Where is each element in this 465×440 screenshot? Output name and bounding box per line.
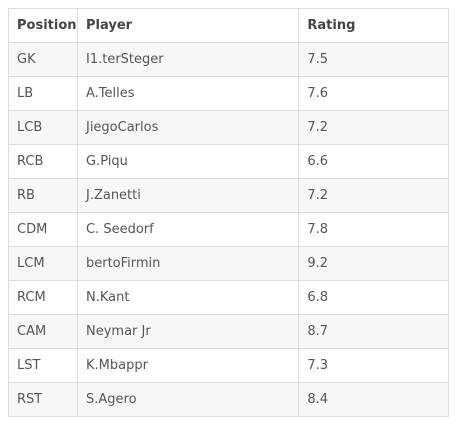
cell-rating: 6.8 [298,280,449,315]
cell-rating: 7.2 [298,110,449,145]
cell-player: C. Seedorf [76,212,300,247]
table-row: RST S.Agero 8.4 [8,382,449,417]
cell-rating: 9.2 [298,246,449,281]
cell-player: J.Zanetti [76,178,300,213]
cell-position: LCB [8,110,78,145]
cell-player: I1.terSteger [76,42,300,77]
cell-rating: 7.3 [298,348,449,383]
cell-position: LB [8,76,78,111]
table-row: LB A.Telles 7.6 [8,76,449,111]
table-row: CDM C. Seedorf 7.8 [8,212,449,247]
cell-rating: 8.7 [298,314,449,349]
cell-position: GK [8,42,78,77]
cell-position: RST [8,382,78,417]
table-header-row: Position Player Rating [8,8,449,43]
cell-rating: 7.6 [298,76,449,111]
table-row: LCM bertoFirmin 9.2 [8,246,449,281]
table-row: RB J.Zanetti 7.2 [8,178,449,213]
cell-position: RCM [8,280,78,315]
cell-position: LST [8,348,78,383]
table-row: LCB JiegoCarlos 7.2 [8,110,449,145]
cell-rating: 8.4 [298,382,449,417]
cell-player: Neymar Jr [76,314,300,349]
cell-position: CDM [8,212,78,247]
lineup-table: Position Player Rating GK I1.terSteger 7.5… [8,8,449,417]
column-header-position: Position [8,8,78,43]
lineup-table-container: Position Player Rating GK I1.terSteger 7.5… [8,8,449,417]
cell-rating: 7.2 [298,178,449,213]
cell-position: RB [8,178,78,213]
column-header-player: Player [76,8,300,43]
table-row: RCB G.Piqu 6.6 [8,144,449,179]
table-row: RCM N.Kant 6.8 [8,280,449,315]
cell-position: LCM [8,246,78,281]
cell-player: JiegoCarlos [76,110,300,145]
cell-rating: 7.5 [298,42,449,77]
cell-player: S.Agero [76,382,300,417]
cell-player: G.Piqu [76,144,300,179]
column-header-rating: Rating [298,8,449,43]
cell-rating: 6.6 [298,144,449,179]
table-row: GK I1.terSteger 7.5 [8,42,449,77]
table-row: LST K.Mbappr 7.3 [8,348,449,383]
cell-player: bertoFirmin [76,246,300,281]
cell-player: N.Kant [76,280,300,315]
cell-position: CAM [8,314,78,349]
cell-player: K.Mbappr [76,348,300,383]
table-row: CAM Neymar Jr 8.7 [8,314,449,349]
cell-position: RCB [8,144,78,179]
cell-player: A.Telles [76,76,300,111]
cell-rating: 7.8 [298,212,449,247]
